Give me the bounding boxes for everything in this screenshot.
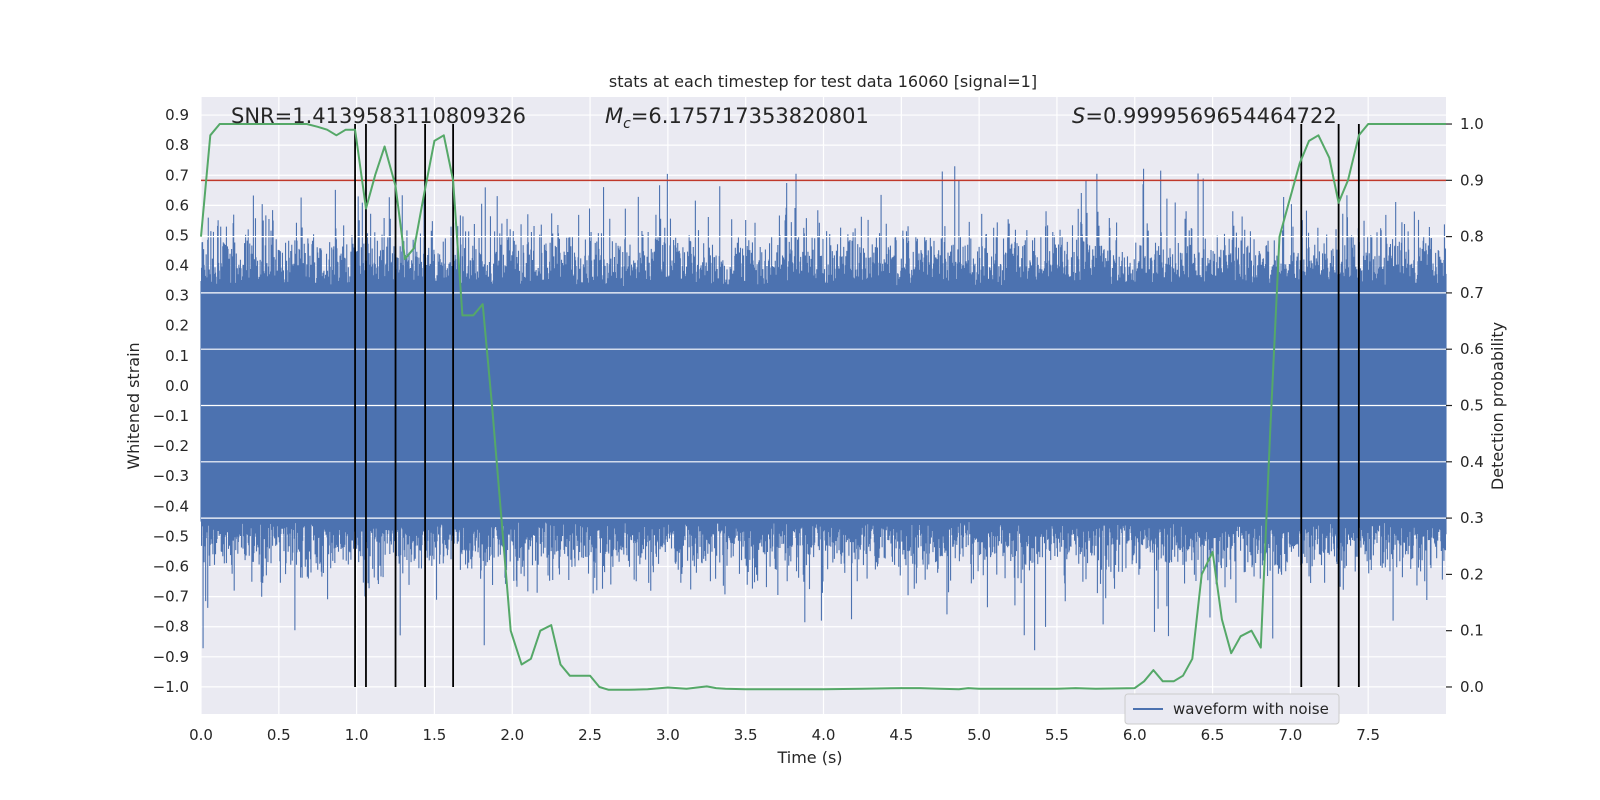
y-tick-label: 0.0 (165, 377, 189, 395)
y2-tick-label: 0.5 (1460, 397, 1484, 415)
y-axis-ticks: −1.0 −0.9 −0.8 −0.7 −0.6 −0.5 −0.4 −0.3 −0.2 −0.1… (153, 106, 189, 696)
probability-line (200, 123, 1446, 691)
y2-axis-label: Detection probability (1488, 322, 1507, 490)
y-axis-label: Whitened strain (124, 342, 143, 469)
y-tick-label: 0.2 (165, 317, 189, 335)
y2-tick-label: 0.6 (1460, 340, 1484, 358)
chirp-mass-subscript: c (623, 116, 631, 132)
x-tick-label: 3.0 (656, 726, 680, 744)
y2-tick-label: 0.0 (1460, 678, 1484, 696)
x-axis-ticks: 0.0 0.5 1.0 1.5 2.0 2.5 3.0 3.5 4.0 4.5 5.0 5.5 6.0 6… (189, 726, 1380, 744)
chirp-mass-symbol: M (605, 104, 623, 128)
waveform-line (200, 166, 1447, 651)
legend: waveform with noise (1124, 693, 1340, 725)
y2-tick-label: 0.4 (1460, 453, 1484, 471)
x-tick-label: 2.5 (578, 726, 602, 744)
y-tick-label: −0.7 (153, 588, 189, 606)
y2-tick-label: 0.8 (1460, 228, 1484, 246)
y2-tick-label: 0.2 (1460, 565, 1484, 583)
y2-tick-label: 0.1 (1460, 622, 1484, 640)
y-tick-label: −0.3 (153, 467, 189, 485)
legend-box (1124, 693, 1340, 725)
x-tick-label: 5.5 (1045, 726, 1069, 744)
x-tick-label: 6.5 (1201, 726, 1225, 744)
y-tick-label: 0.4 (165, 257, 189, 275)
y-tick-label: −0.5 (153, 527, 189, 545)
score-annotation: S=0.9999569654464722 (1072, 104, 1337, 128)
horizontal-overlay-lines (201, 179, 1446, 519)
y-tick-label: 0.9 (165, 106, 189, 124)
y-tick-label: −0.4 (153, 497, 189, 515)
y-tick-label: −0.6 (153, 558, 189, 576)
chirp-mass-annotation: Mc=6.175717353820801 (605, 104, 869, 132)
legend-label: waveform with noise (1173, 700, 1329, 718)
x-tick-label: 5.0 (967, 726, 991, 744)
y-tick-label: 0.7 (165, 166, 189, 184)
y-tick-label: 0.6 (165, 196, 189, 214)
y-tick-label: −0.2 (153, 437, 189, 455)
x-tick-label: 1.0 (345, 726, 369, 744)
y-tick-label: 0.8 (165, 136, 189, 154)
y-tick-label: −1.0 (153, 678, 189, 696)
y-tick-label: 0.3 (165, 287, 189, 305)
y2-axis-ticks: 0.0 0.1 0.2 0.3 0.4 0.5 0.6 0.7 0.8 0.9 1.0 (1446, 115, 1484, 696)
y2-tick-label: 1.0 (1460, 115, 1484, 133)
probability-series (200, 123, 1446, 691)
x-tick-label: 6.0 (1123, 726, 1147, 744)
x-tick-label: 4.0 (812, 726, 836, 744)
y2-tick-label: 0.9 (1460, 171, 1484, 189)
x-tick-label: 0.0 (189, 726, 213, 744)
y-tick-label: −0.9 (153, 648, 189, 666)
chirp-mass-value: =6.175717353820801 (631, 104, 869, 128)
y-tick-label: −0.8 (153, 618, 189, 636)
waveform-series (200, 166, 1447, 651)
y2-tick-label: 0.7 (1460, 284, 1484, 302)
x-tick-label: 2.0 (500, 726, 524, 744)
snr-annotation: SNR=1.4139583110809326 (231, 104, 526, 128)
x-tick-label: 3.5 (734, 726, 758, 744)
x-tick-label: 7.0 (1278, 726, 1302, 744)
score-value: =0.9999569654464722 (1085, 104, 1336, 128)
x-axis-label: Time (s) (776, 748, 842, 767)
y2-tick-label: 0.3 (1460, 509, 1484, 527)
x-tick-label: 4.5 (889, 726, 913, 744)
chart-title: stats at each timestep for test data 160… (609, 72, 1037, 91)
x-tick-label: 0.5 (267, 726, 291, 744)
vertical-event-lines (354, 124, 1360, 687)
x-tick-label: 7.5 (1356, 726, 1380, 744)
x-tick-label: 1.5 (423, 726, 447, 744)
y-tick-label: 0.1 (165, 347, 189, 365)
y-tick-label: 0.5 (165, 226, 189, 244)
score-symbol: S (1072, 104, 1085, 128)
y-tick-label: −0.1 (153, 407, 189, 425)
